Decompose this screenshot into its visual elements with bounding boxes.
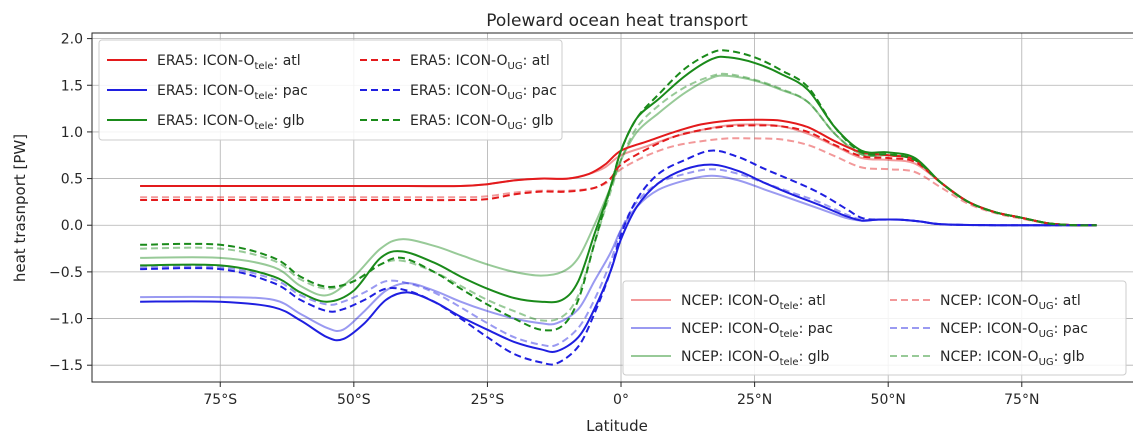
x-tick-label: 0° <box>613 392 629 408</box>
x-tick-label: 25°S <box>471 392 505 408</box>
legend-box <box>622 280 1127 376</box>
x-axis-label: Latitude <box>586 417 648 433</box>
legend-label: NCEP: ICON-OUG: glb <box>940 349 1085 368</box>
y-tick-label: −1.5 <box>49 358 83 374</box>
chart-title: Poleward ocean heat transport <box>486 11 748 31</box>
y-tick-label: 2.0 <box>61 32 83 48</box>
legends: ERA5: ICON-Otele: atl ERA5: ICON-OUG: atl… <box>98 39 1127 376</box>
y-tick-label: −0.5 <box>49 265 83 281</box>
y-tick-label: 0.5 <box>61 172 83 188</box>
y-tick-label: 1.5 <box>61 78 83 94</box>
legend-label: ERA5: ICON-Otele: atl <box>157 53 301 72</box>
legend-lower-right: NCEP: ICON-Otele: atl NCEP: ICON-OUG: atl… <box>622 280 1127 376</box>
y-tick-label: −1.0 <box>49 312 83 328</box>
y-tick-label: 1.0 <box>61 125 83 141</box>
series-line-era5-ug-glb <box>140 49 1097 332</box>
plot-frame <box>91 32 1133 383</box>
legend-label: NCEP: ICON-Otele: glb <box>681 349 830 368</box>
x-tick-label: 50°S <box>337 392 371 408</box>
series-line-era5-ug-pac <box>140 149 1097 366</box>
series-lines <box>140 49 1097 366</box>
x-tick-label: 50°N <box>871 392 906 408</box>
x-tick-label: 75°N <box>1004 392 1039 408</box>
series-line-ncep-ug-atl <box>140 137 1097 227</box>
legend-label: NCEP: ICON-OUG: atl <box>940 293 1081 312</box>
y-tick-label: 0.0 <box>61 218 83 234</box>
axis-ticks: 75°S 50°S 25°S 0° 25°N 50°N 75°N 2.0 1.5 1.0 0.5 0.… <box>49 32 1039 408</box>
legend-label: NCEP: ICON-Otele: atl <box>681 293 826 312</box>
legend-upper-left: ERA5: ICON-Otele: atl ERA5: ICON-OUG: atl… <box>98 39 563 141</box>
legend-label: ERA5: ICON-OUG: pac <box>410 83 557 102</box>
legend-label: ERA5: ICON-Otele: glb <box>157 113 304 132</box>
legend-label: ERA5: ICON-Otele: pac <box>157 83 308 102</box>
legend-box <box>98 39 563 141</box>
legend-label: ERA5: ICON-OUG: atl <box>410 53 550 72</box>
legend-label: NCEP: ICON-OUG: pac <box>940 321 1088 340</box>
legend-label: ERA5: ICON-OUG: glb <box>410 113 554 132</box>
legend-label: NCEP: ICON-Otele: pac <box>681 321 833 340</box>
y-axis-label: heat trasnport [PW] <box>11 134 29 282</box>
x-tick-label: 25°N <box>737 392 772 408</box>
x-tick-label: 75°S <box>203 392 237 408</box>
